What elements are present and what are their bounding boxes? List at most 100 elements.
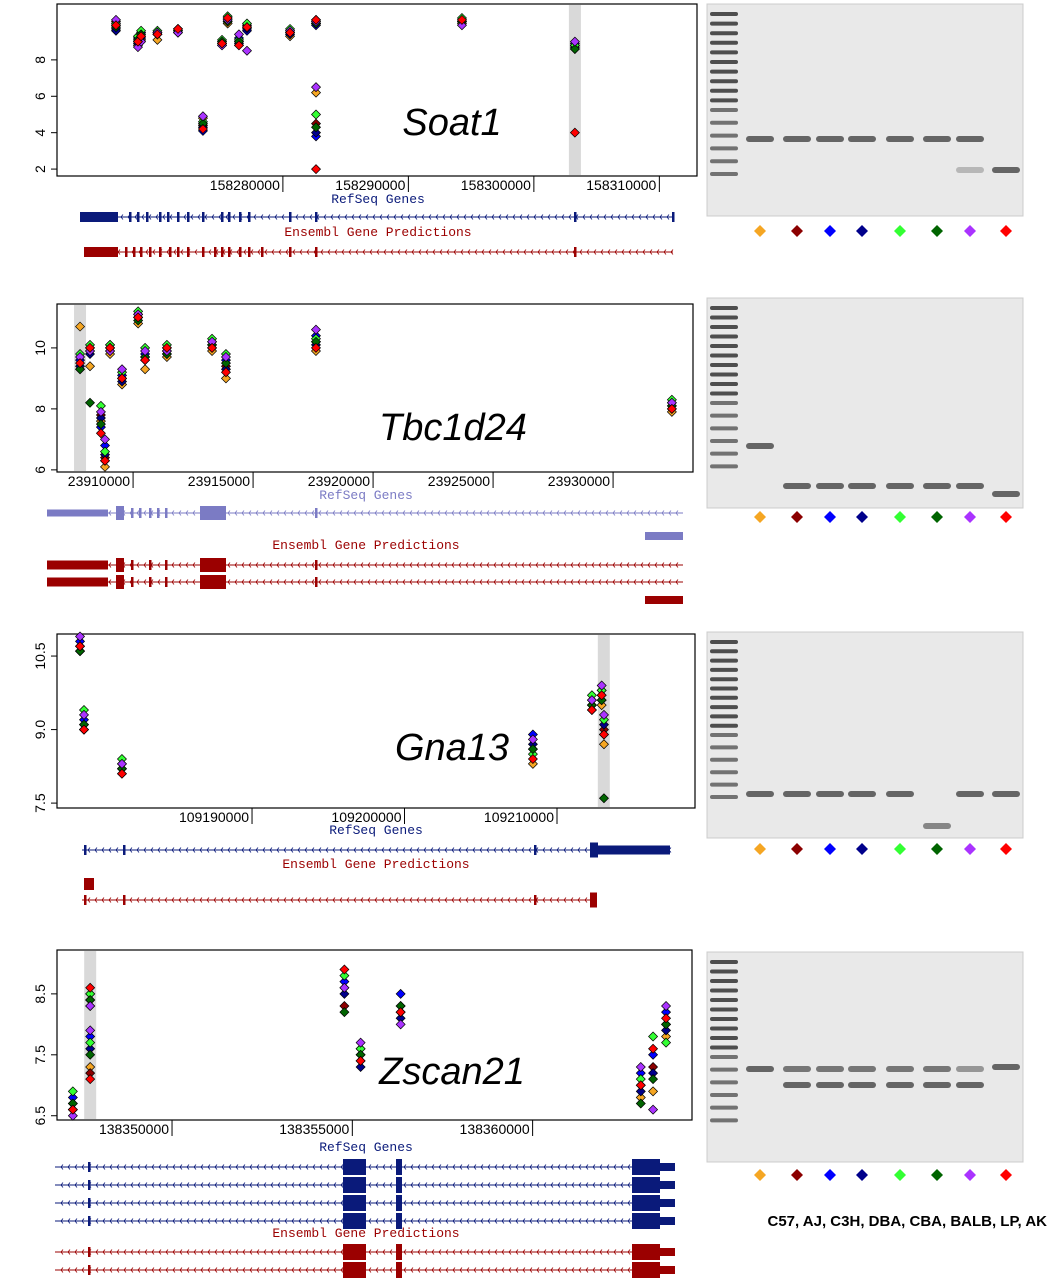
strand-arrow [158,1182,162,1188]
strand-arrow [445,1218,449,1224]
strand-arrow [563,562,567,568]
strand-arrow [200,1164,204,1170]
strand-arrow [309,214,313,220]
exon-block [660,1181,675,1189]
strand-arrow [613,1249,617,1255]
ladder-band [710,98,738,103]
exon-block [632,1159,660,1175]
exon [88,1162,91,1172]
strand-arrow [179,1249,183,1255]
strand-arrow [599,1164,603,1170]
track-label: Ensembl Gene Predictions [272,1226,459,1241]
strand-arrow [577,510,581,516]
gel-band [746,443,774,449]
strand-arrow [530,249,534,255]
strand-arrow [318,562,322,568]
point [661,1025,672,1036]
strand-arrow [235,1267,239,1273]
strand-arrow [668,579,672,585]
strand-arrow [473,1200,477,1206]
strand-arrow [389,1164,393,1170]
strand-arrow [102,1267,106,1273]
strand-arrow [528,897,532,903]
strand-arrow [319,1267,323,1273]
strand-arrow [563,510,567,516]
lane-marker [754,225,766,237]
strand-arrow [452,1182,456,1188]
strand-arrow [250,249,254,255]
strand-arrow [459,1182,463,1188]
strand-arrow [668,562,672,568]
exon [149,560,152,570]
strand-arrow [479,562,483,568]
point [596,690,607,701]
strand-arrow [390,249,394,255]
exon [315,247,318,257]
strand-arrow [389,1267,393,1273]
exon-block [632,1262,660,1278]
strand-arrow [192,897,196,903]
strand-arrow [600,249,604,255]
strand-arrow [214,1249,218,1255]
strand-arrow [143,510,147,516]
strand-arrow [375,1182,379,1188]
strand-arrow [158,1164,162,1170]
strand-arrow [166,249,170,255]
strand-arrow [409,579,413,585]
strand-arrow [542,579,546,585]
ladder-band [710,12,738,16]
strand-arrow [501,1267,505,1273]
strand-arrow [613,1182,617,1188]
x-tick-label: 109200000 [331,809,401,825]
strand-arrow [529,1200,533,1206]
strand-arrow [605,579,609,585]
strand-arrow [549,510,553,516]
strand-arrow [130,1182,134,1188]
strand-arrow [421,214,425,220]
gel-band [783,136,811,142]
gel [706,3,1024,217]
strand-arrow [302,214,306,220]
strand-arrow [435,214,439,220]
strand-arrow [437,579,441,585]
point [222,13,233,24]
strand-arrow [368,1164,372,1170]
strand-arrow [276,897,280,903]
strand-arrow [381,562,385,568]
track-label: RefSeq Genes [331,192,425,207]
strand-arrow [94,897,98,903]
strand-arrow [521,579,525,585]
strand-arrow [81,1249,85,1255]
strand-arrow [460,249,464,255]
strand-arrow [178,579,182,585]
point [95,428,106,439]
ladder-band [710,50,738,55]
strand-arrow [466,1249,470,1255]
strand-arrow [453,249,457,255]
strand-arrow [74,1200,78,1206]
strand-arrow [428,214,432,220]
strand-arrow [424,1200,428,1206]
exon [202,212,205,222]
gel-band [956,167,984,173]
strand-arrow [235,1249,239,1255]
strand-arrow [430,562,434,568]
strand-arrow [607,249,611,255]
strand-arrow [410,1200,414,1206]
strand-arrow [263,1249,267,1255]
strand-arrow [500,562,504,568]
strand-arrow [507,897,511,903]
ladder-band [710,401,738,405]
point [395,988,406,999]
strand-arrow [508,1249,512,1255]
strand-arrow [123,1218,127,1224]
strand-arrow [535,562,539,568]
strand-arrow [123,1182,127,1188]
strand-arrow [627,1182,631,1188]
strand-arrow [297,579,301,585]
strand-arrow [284,1267,288,1273]
strand-arrow [74,1218,78,1224]
strand-arrow [221,1164,225,1170]
exon-block [590,892,597,908]
strand-arrow [411,249,415,255]
